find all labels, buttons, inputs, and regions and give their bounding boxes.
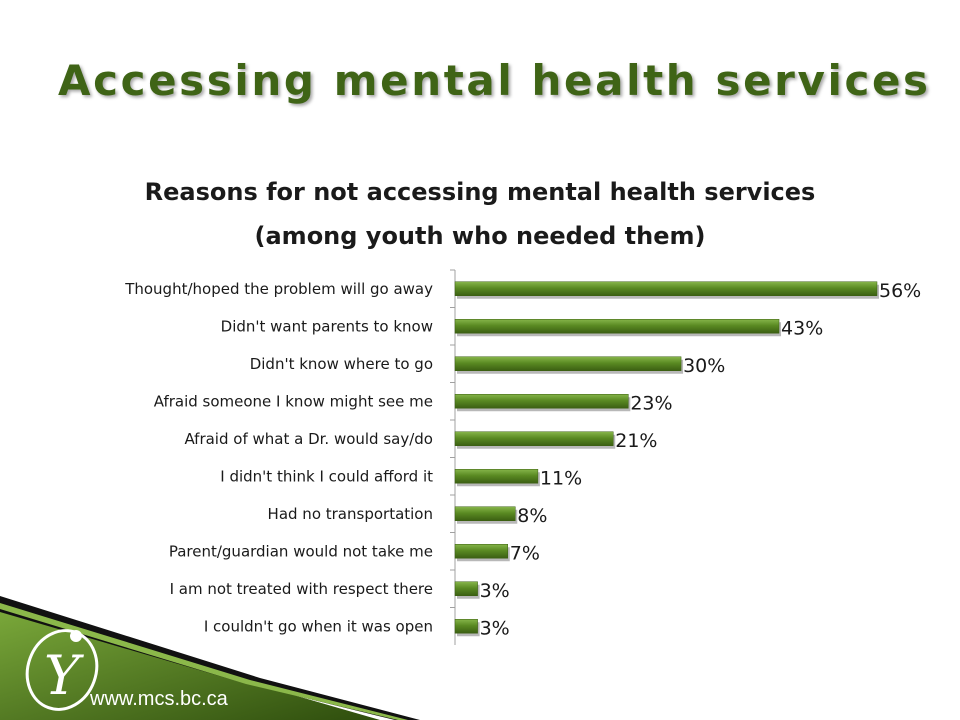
data-label: 8% [517, 505, 547, 527]
category-label: Parent/guardian would not take me [169, 542, 433, 560]
bar [454, 544, 508, 559]
chart-subtitle: (among youth who needed them) [254, 222, 706, 250]
category-label: Didn't know where to go [250, 355, 433, 373]
bar [454, 319, 780, 334]
chart-title: Reasons for not accessing mental health … [144, 178, 816, 206]
category-label: Didn't want parents to know [221, 317, 433, 335]
data-label: 23% [630, 392, 672, 414]
bar [454, 619, 478, 634]
logo-icon: Y [25, 629, 99, 711]
slide-title: Accessing mental health services [58, 56, 931, 105]
footer-url[interactable]: www.mcs.bc.ca [90, 688, 228, 710]
data-label: 3% [480, 617, 510, 639]
category-label: Thought/hoped the problem will go away [124, 280, 433, 298]
category-label: I couldn't go when it was open [204, 617, 433, 635]
svg-text:Y: Y [44, 644, 84, 707]
bar [454, 506, 516, 521]
category-label: Had no transportation [268, 505, 433, 523]
data-label: 7% [510, 542, 540, 564]
bar [454, 356, 682, 371]
data-label: 30% [683, 355, 725, 377]
bar [454, 431, 614, 446]
bar [454, 394, 629, 409]
category-label: I am not treated with respect there [170, 580, 433, 598]
category-label: Afraid someone I know might see me [154, 392, 433, 410]
category-label: Afraid of what a Dr. would say/do [184, 430, 433, 448]
data-label: 43% [781, 317, 823, 339]
data-label: 11% [540, 467, 582, 489]
bar [454, 281, 878, 296]
bar [454, 581, 478, 596]
bar [454, 469, 539, 484]
data-label: 3% [480, 580, 510, 602]
category-label: I didn't think I could afford it [220, 467, 433, 485]
chart-title-block: Reasons for not accessing mental health … [0, 170, 960, 258]
data-label: 56% [879, 280, 921, 302]
data-label: 21% [615, 430, 657, 452]
